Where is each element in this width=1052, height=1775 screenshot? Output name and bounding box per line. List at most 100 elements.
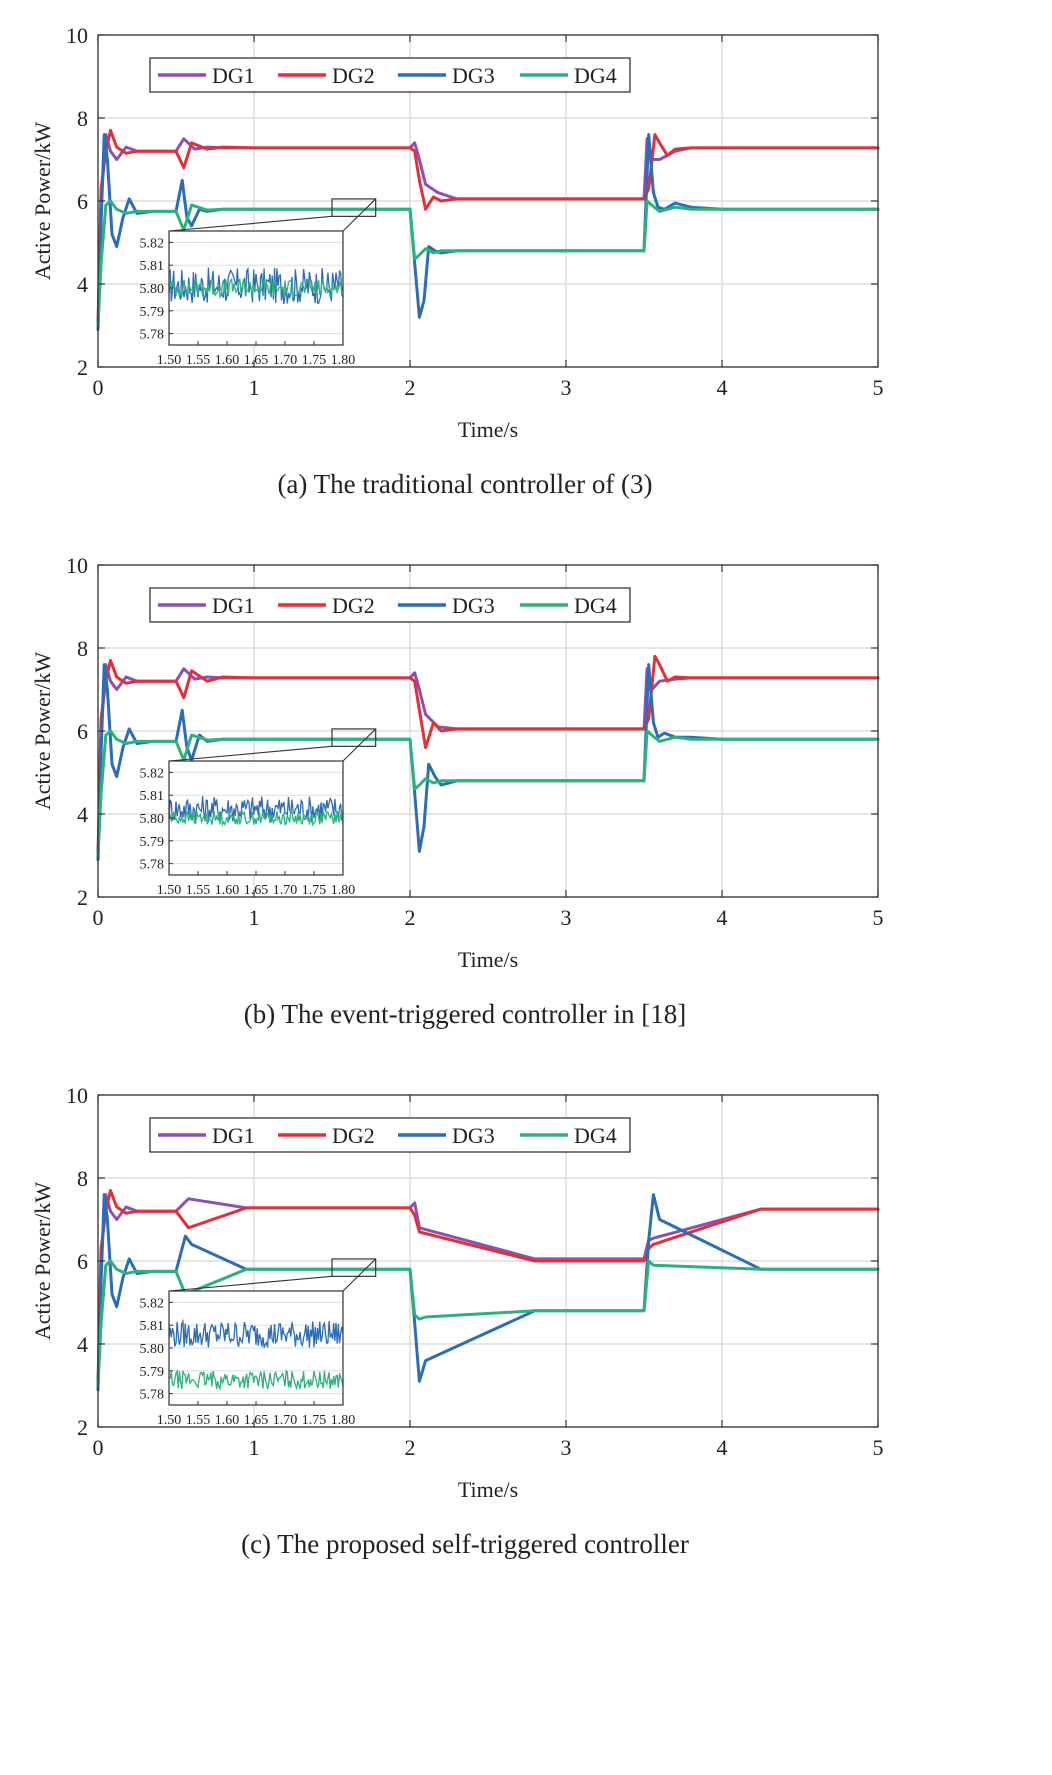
y-tick-label: 8 — [77, 1166, 88, 1191]
x-tick-label: 2 — [405, 375, 416, 400]
inset-y-tick-label: 5.80 — [140, 282, 165, 297]
inset-y-tick-label: 5.82 — [140, 766, 165, 781]
inset-x-tick-label: 1.75 — [302, 353, 327, 368]
y-tick-label: 6 — [77, 1249, 88, 1274]
x-tick-label: 0 — [93, 1435, 104, 1460]
x-tick-label: 4 — [717, 1435, 728, 1460]
y-tick-label: 4 — [77, 1332, 88, 1357]
inset-series-dg4 — [168, 1368, 344, 1391]
legend-label-dg4: DG4 — [574, 63, 617, 88]
zoom-region-marker — [331, 1258, 377, 1277]
y-tick-label: 10 — [66, 1083, 88, 1108]
inset-y-tick-label: 5.81 — [140, 259, 165, 274]
inset-series-dg4 — [168, 809, 344, 827]
inset-x-tick-label: 1.55 — [186, 1413, 211, 1428]
zoom-connector — [342, 1258, 377, 1292]
inset-y-tick-label: 5.80 — [140, 812, 165, 827]
series-line-dg4 — [96, 199, 880, 327]
legend-label-dg3: DG3 — [452, 593, 495, 618]
inset-y-tick-label: 5.81 — [140, 789, 165, 804]
y-tick-label: 6 — [77, 719, 88, 744]
inset-y-tick-label: 5.79 — [140, 835, 165, 850]
inset-x-tick-label: 1.60 — [215, 1413, 240, 1428]
inset-x-tick-label: 1.65 — [244, 883, 269, 898]
series-line-dg2 — [96, 128, 880, 327]
legend-label-dg3: DG3 — [452, 63, 495, 88]
inset-x-tick-label: 1.50 — [157, 353, 182, 368]
x-axis-label: Time/s — [458, 947, 518, 972]
y-tick-label: 4 — [77, 802, 88, 827]
x-tick-label: 5 — [873, 905, 884, 930]
zoom-connector — [168, 215, 333, 232]
x-tick-label: 4 — [717, 375, 728, 400]
x-tick-label: 4 — [717, 905, 728, 930]
x-axis-label: Time/s — [458, 1477, 518, 1502]
legend: DG1 DG2 DG3 DG4 — [149, 57, 631, 93]
inset-y-tick-label: 5.78 — [140, 328, 165, 343]
inset-x-tick-label: 1.55 — [186, 353, 211, 368]
x-axis-label: Time/s — [458, 417, 518, 442]
figure-caption: (a) The traditional controller of (3) — [277, 469, 652, 499]
legend: DG1 DG2 DG3 DG4 — [149, 1117, 631, 1153]
legend-label-dg2: DG2 — [332, 593, 375, 618]
legend-label-dg3: DG3 — [452, 1123, 495, 1148]
x-tick-label: 5 — [873, 375, 884, 400]
inset-x-tick-label: 1.65 — [244, 1413, 269, 1428]
x-tick-label: 0 — [93, 375, 104, 400]
zoom-connector — [168, 745, 333, 762]
inset-plot: 5.78 5.79 5.80 5.81 5.82 1.50 1.55 1.60 1.65 1.70… — [140, 230, 356, 368]
inset-plot: 5.78 5.79 5.80 5.81 5.82 1.50 1.55 1.60 1.65 1.70… — [140, 760, 355, 898]
y-tick-label: 8 — [77, 636, 88, 661]
inset-x-tick-label: 1.70 — [273, 883, 298, 898]
inset-y-tick-label: 5.79 — [140, 1365, 165, 1380]
y-axis-label: Active Power/kW — [30, 1182, 55, 1340]
y-tick-label: 2 — [77, 1415, 88, 1440]
inset-x-tick-label: 1.65 — [244, 353, 269, 368]
legend-label-dg1: DG1 — [212, 63, 255, 88]
x-tick-label: 3 — [561, 1435, 572, 1460]
x-tick-label: 2 — [405, 905, 416, 930]
legend-label-dg4: DG4 — [574, 593, 617, 618]
inset-x-tick-label: 1.55 — [186, 883, 211, 898]
inset-x-tick-label: 1.75 — [302, 1413, 327, 1428]
zoom-connector — [342, 728, 377, 762]
inset-series-dg3 — [168, 1318, 344, 1349]
inset-x-tick-label: 1.50 — [157, 1413, 182, 1428]
x-tick-label: 2 — [405, 1435, 416, 1460]
inset-x-tick-label: 1.60 — [215, 883, 240, 898]
y-tick-label: 6 — [77, 189, 88, 214]
y-axis-label: Active Power/kW — [30, 652, 55, 810]
figure-caption: (b) The event-triggered controller in [1… — [244, 999, 687, 1029]
x-tick-label: 3 — [561, 905, 572, 930]
zoom-region-marker — [331, 198, 377, 217]
y-axis-label: Active Power/kW — [30, 122, 55, 280]
zoom-connector — [342, 198, 377, 232]
y-tick-label: 4 — [77, 272, 88, 297]
inset-x-tick-label: 1.70 — [273, 353, 298, 368]
inset-y-tick-label: 5.81 — [140, 1319, 165, 1334]
legend: DG1 DG2 DG3 DG4 — [149, 587, 631, 623]
y-tick-label: 10 — [66, 553, 88, 578]
inset-y-tick-label: 5.78 — [140, 858, 165, 873]
inset-x-tick-label: 1.80 — [331, 353, 356, 368]
y-tick-label: 2 — [77, 885, 88, 910]
legend-label-dg4: DG4 — [574, 1123, 617, 1148]
series-line-dg1 — [96, 663, 880, 857]
zoom-connector — [168, 1275, 333, 1292]
inset-x-tick-label: 1.60 — [215, 353, 240, 368]
series-line-dg2 — [96, 654, 880, 857]
inset-x-tick-label: 1.50 — [157, 883, 182, 898]
x-tick-label: 0 — [93, 905, 104, 930]
x-tick-label: 1 — [249, 1435, 260, 1460]
inset-y-tick-label: 5.80 — [140, 1342, 165, 1357]
inset-series-dg3 — [168, 796, 344, 823]
zoom-region-marker — [331, 728, 377, 747]
series-line-dg4 — [96, 729, 880, 857]
y-tick-label: 8 — [77, 106, 88, 131]
inset-y-tick-label: 5.82 — [140, 1296, 165, 1311]
x-tick-label: 1 — [249, 905, 260, 930]
series-line-dg1 — [96, 133, 880, 327]
